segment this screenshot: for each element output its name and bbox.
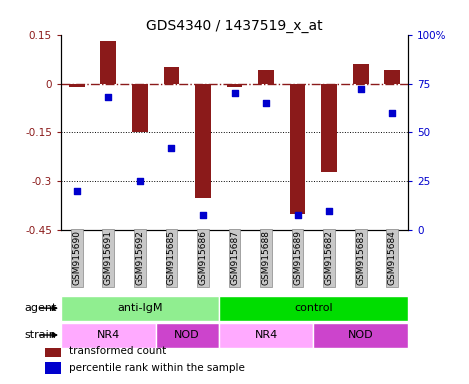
Point xyxy=(262,100,270,106)
Text: GDS4340 / 1437519_x_at: GDS4340 / 1437519_x_at xyxy=(146,19,323,33)
Bar xyxy=(258,71,274,84)
Bar xyxy=(100,41,116,84)
Text: NOD: NOD xyxy=(348,330,373,340)
Bar xyxy=(61,323,156,348)
Bar xyxy=(321,84,337,172)
Text: NR4: NR4 xyxy=(97,330,120,340)
Text: agent: agent xyxy=(24,303,56,313)
Bar xyxy=(385,71,400,84)
Bar xyxy=(164,67,179,84)
Point xyxy=(231,90,238,96)
Text: strain: strain xyxy=(24,330,56,340)
Text: GSM915682: GSM915682 xyxy=(325,230,333,285)
Text: GSM915688: GSM915688 xyxy=(262,230,271,285)
Text: GSM915691: GSM915691 xyxy=(104,230,113,285)
Text: GSM915684: GSM915684 xyxy=(388,230,397,285)
Text: GSM915686: GSM915686 xyxy=(198,230,207,285)
Text: NR4: NR4 xyxy=(254,330,278,340)
Point xyxy=(357,86,364,93)
Bar xyxy=(313,323,408,348)
Point xyxy=(73,188,81,194)
Bar xyxy=(45,345,61,357)
Point xyxy=(294,212,302,218)
Text: GSM915690: GSM915690 xyxy=(72,230,81,285)
Point xyxy=(167,145,175,151)
Text: GSM915689: GSM915689 xyxy=(293,230,302,285)
Point xyxy=(199,212,207,218)
Bar xyxy=(227,84,242,87)
Point xyxy=(105,94,112,100)
Bar xyxy=(353,64,369,84)
Bar xyxy=(45,362,61,374)
Point xyxy=(325,208,333,214)
Text: control: control xyxy=(294,303,333,313)
Text: GSM915685: GSM915685 xyxy=(167,230,176,285)
Text: GSM915692: GSM915692 xyxy=(136,230,144,285)
Text: transformed count: transformed count xyxy=(69,346,166,356)
Bar xyxy=(219,296,408,321)
Point xyxy=(388,110,396,116)
Text: GSM915683: GSM915683 xyxy=(356,230,365,285)
Bar xyxy=(156,323,219,348)
Text: anti-IgM: anti-IgM xyxy=(117,303,163,313)
Bar xyxy=(290,84,305,214)
Bar xyxy=(219,323,313,348)
Point xyxy=(136,178,144,185)
Bar xyxy=(69,84,84,87)
Bar xyxy=(195,84,211,198)
Text: NOD: NOD xyxy=(174,330,200,340)
Text: GSM915687: GSM915687 xyxy=(230,230,239,285)
Bar xyxy=(61,296,219,321)
Text: percentile rank within the sample: percentile rank within the sample xyxy=(69,363,245,373)
Bar xyxy=(132,84,148,132)
